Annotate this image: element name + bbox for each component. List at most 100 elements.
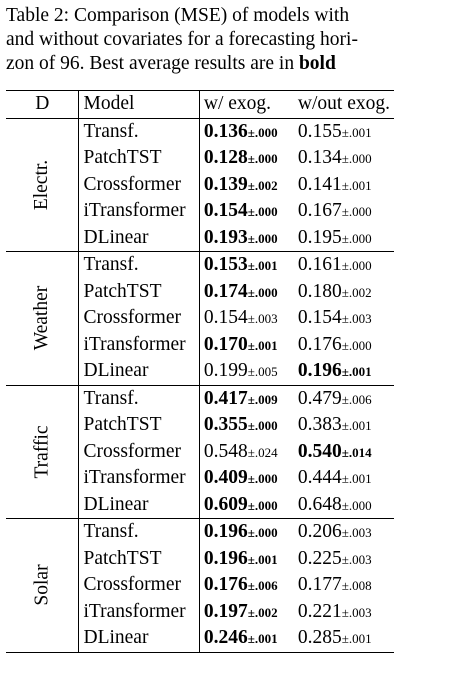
mse-std: ±.003 — [341, 551, 372, 567]
mse-std: ±.001 — [247, 258, 278, 274]
cell-without-exog: 0.444±.001 — [294, 465, 394, 492]
cell-without-exog: 0.206±.003 — [294, 519, 394, 546]
results-table: D Model w/ exog. w/out exog. Electr. Tran… — [6, 90, 394, 653]
mse-mean: 0.225 — [297, 547, 342, 569]
mse-std: ±.000 — [341, 497, 372, 513]
model-name: iTransformer — [78, 331, 200, 358]
table-row: Crossformer 0.176±.006 0.177±.008 — [6, 572, 394, 599]
dataset-group: Solar Transf. 0.196±.000 0.206±.003 PatchTST… — [6, 518, 394, 652]
mse-std: ±.001 — [247, 631, 278, 647]
cell-with-exog: 0.139±.002 — [199, 172, 294, 199]
model-name: Crossformer — [78, 438, 200, 465]
mse-std: ±.000 — [341, 230, 372, 246]
table-row: iTransformer 0.409±.000 0.444±.001 — [6, 465, 394, 492]
caption-line-1: Table 2: Comparison (MSE) of models with — [6, 5, 350, 26]
mse-mean: 0.154 — [203, 200, 248, 222]
mse-std: ±.003 — [341, 311, 372, 327]
mse-std: ±.005 — [247, 364, 278, 380]
table-row: PatchTST 0.355±.000 0.383±.001 — [6, 412, 394, 439]
mse-mean: 0.479 — [297, 387, 342, 409]
mse-mean: 0.154 — [297, 307, 342, 329]
model-name: Transf. — [78, 251, 200, 279]
dataset-label-cell: Solar — [6, 518, 80, 652]
mse-std: ±.000 — [341, 204, 372, 220]
mse-mean: 0.383 — [297, 414, 342, 436]
mse-mean: 0.199 — [203, 360, 248, 382]
mse-mean: 0.176 — [297, 333, 342, 355]
mse-std: ±.001 — [341, 364, 372, 380]
table-row: PatchTST 0.128±.000 0.134±.000 — [6, 145, 394, 172]
mse-std: ±.014 — [341, 444, 372, 460]
mse-mean: 0.206 — [297, 521, 342, 543]
table-row: DLinear 0.199±.005 0.196±.001 — [6, 358, 394, 385]
model-name: DLinear — [78, 625, 200, 652]
cell-without-exog: 0.196±.001 — [294, 358, 394, 385]
mse-mean: 0.444 — [297, 467, 342, 489]
dataset-label: Weather — [31, 286, 53, 351]
mse-mean: 0.153 — [203, 254, 248, 276]
caption-line-2: and without covariates for a forecasting… — [6, 29, 358, 50]
dataset-label-cell: Electr. — [6, 118, 80, 252]
cell-with-exog: 0.246±.001 — [199, 625, 294, 652]
dataset-label: Electr. — [31, 159, 53, 210]
model-name: Transf. — [78, 518, 200, 546]
model-name: iTransformer — [78, 465, 200, 492]
header-dataset: D — [6, 90, 80, 118]
table-row: iTransformer 0.154±.000 0.167±.000 — [6, 198, 394, 225]
mse-mean: 0.355 — [203, 414, 248, 436]
model-name: Crossformer — [78, 305, 200, 332]
mse-mean: 0.409 — [203, 467, 248, 489]
table-row: DLinear 0.246±.001 0.285 ±.001 — [6, 625, 394, 652]
mse-std: ±.000 — [247, 497, 278, 513]
cell-with-exog: 0.153±.001 — [199, 252, 294, 279]
mse-std: ±.003 — [247, 311, 278, 327]
model-name: PatchTST — [78, 278, 200, 305]
mse-std: ±.003 — [341, 525, 372, 541]
table-row: Weather Transf. 0.153±.001 0.161±.000 — [6, 251, 394, 385]
mse-mean: 0.417 — [203, 387, 248, 409]
cell-without-exog: 0.225±.003 — [294, 546, 394, 573]
mse-std: ±.000 — [247, 471, 278, 487]
model-name: DLinear — [78, 224, 200, 252]
mse-std: ±.000 — [247, 284, 278, 300]
mse-std: ±.002 — [247, 177, 278, 193]
cell-with-exog: 0.154±.000 — [199, 198, 294, 225]
dataset-label: Solar — [31, 564, 53, 606]
dataset-group: Traffic Transf. 0.417±.009 0.479±.006 PatchT… — [6, 385, 394, 519]
mse-std: ±.000 — [247, 204, 278, 220]
cell-without-exog: 0.167±.000 — [294, 198, 394, 225]
mse-std: ±.000 — [341, 258, 372, 274]
mse-std: ±.000 — [247, 151, 278, 167]
cell-with-exog: 0.193±.000 — [199, 225, 294, 252]
mse-mean: 0.180 — [297, 280, 342, 302]
mse-mean: 0.196 — [203, 521, 248, 543]
cell-without-exog: 0.134±.000 — [294, 145, 394, 172]
cell-with-exog: 0.176±.006 — [199, 572, 294, 599]
mse-std: ±.006 — [247, 578, 278, 594]
model-name: iTransformer — [78, 598, 200, 625]
cell-without-exog: 0.479±.006 — [294, 385, 394, 412]
mse-std: ±.001 — [341, 124, 372, 140]
cell-with-exog: 0.409±.000 — [199, 465, 294, 492]
model-name: Transf. — [78, 118, 200, 145]
mse-mean: 0.609 — [203, 493, 248, 515]
table-header: D Model w/ exog. w/out exog. — [6, 90, 394, 118]
mse-mean: 0.136 — [203, 120, 248, 142]
mse-mean: 0.197 — [203, 600, 248, 622]
cell-without-exog: 0.161±.000 — [294, 252, 394, 279]
mse-mean: 0.193 — [203, 226, 248, 248]
mse-mean: 0.167 — [297, 200, 342, 222]
mse-std: ±.001 — [341, 177, 372, 193]
table-row: Traffic Transf. 0.417±.009 0.479±.006 — [6, 385, 394, 519]
mse-std: ±.002 — [341, 284, 372, 300]
mse-mean: 0.128 — [203, 147, 248, 169]
header-model: Model — [78, 90, 200, 118]
mse-mean: 0.285 — [297, 627, 342, 649]
dataset-group: Weather Transf. 0.153±.001 0.161±.000 PatchT… — [6, 251, 394, 385]
cell-without-exog: 0.180±.002 — [294, 279, 394, 306]
mse-std: ±.008 — [341, 578, 372, 594]
cell-with-exog: 0.174±.000 — [199, 279, 294, 306]
model-name: PatchTST — [78, 412, 200, 439]
caption-text: zon of 96. Best average results are in — [6, 53, 299, 74]
mse-mean: 0.196 — [297, 360, 342, 382]
